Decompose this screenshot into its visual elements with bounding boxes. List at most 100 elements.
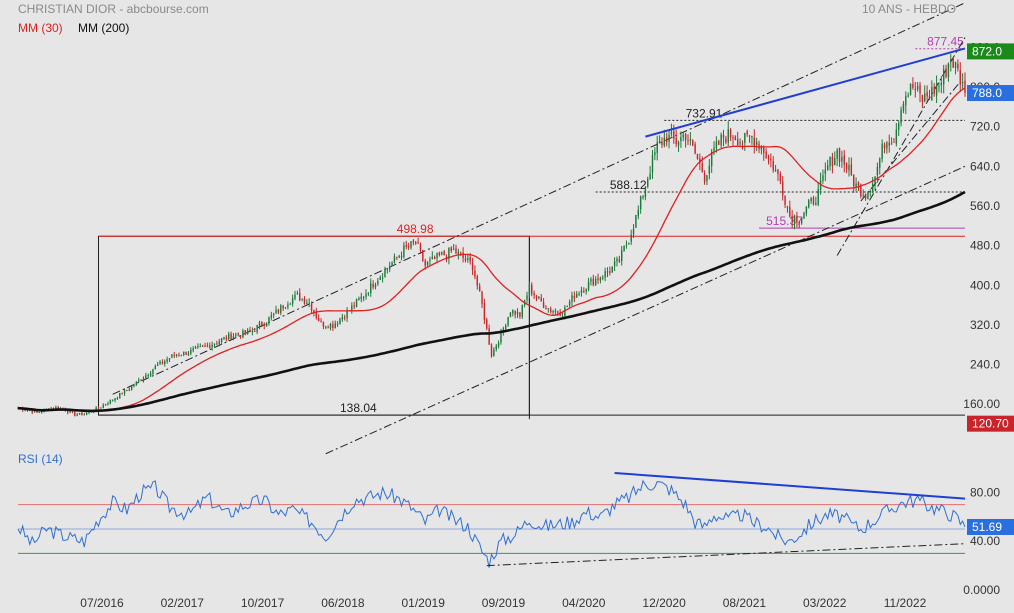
candle-body [857,182,860,186]
candle-body [386,268,389,270]
candle-body [282,305,284,309]
candle-body [791,216,793,223]
candle-body [720,134,722,146]
candle-body [329,323,332,329]
candle-body [33,410,36,413]
candle-body [296,293,299,295]
candle-body [727,129,729,143]
candle-body [879,158,881,169]
candle-body [100,407,102,409]
candle-body [436,253,438,259]
candle-body [275,309,277,313]
candle-body [441,252,443,255]
x-tick-label: 12/2020 [642,596,686,610]
candle-body [898,123,900,130]
candle-body [512,310,514,314]
ma30-line [17,87,966,412]
y-tick-label: 160.00 [963,397,1000,411]
candle-body [180,354,183,356]
candle-body [495,345,497,350]
candle-body [803,213,805,219]
x-tick-label: 07/2016 [80,596,124,610]
candle-body [609,271,611,274]
candle-body [656,142,658,153]
x-tick-label: 02/2017 [161,596,205,610]
candle-body [557,311,559,313]
rsi-support-line [486,543,966,567]
candle-body [116,397,119,399]
candle-body [109,399,112,404]
candle-body [145,375,147,378]
candle-body [954,62,957,68]
candle-body [950,58,952,62]
candle-body [628,242,630,245]
candle-body [83,414,85,416]
candle-body [377,280,379,284]
candle-body [166,359,168,362]
candle-body [886,142,888,149]
candle-body [916,86,919,90]
candle-body [552,311,554,313]
candle-body [384,269,386,278]
candle-body [192,348,194,351]
candle-body [815,203,817,206]
candle-body [654,152,656,156]
x-tick-label: 04/2020 [562,596,606,610]
candle-body [538,296,540,299]
candle-body [140,380,142,382]
candle-body [526,295,528,300]
candle-body [535,295,538,298]
candle-body [97,407,100,409]
candle-body [213,343,216,345]
candle-body [460,252,462,254]
candle-body [478,286,481,292]
candle-body [206,345,209,347]
candle-body [779,173,782,182]
candle-body [107,403,109,405]
candle-body [156,364,159,366]
candle-body [772,160,774,171]
candle-body [867,191,869,199]
candle-body [602,277,604,279]
y-tick-label: 720.0 [970,120,1000,134]
price-badge-label: 788.0 [972,86,1002,100]
candle-body [580,290,583,293]
candle-body [722,134,725,138]
candle-body [135,381,138,386]
candle-body [616,258,618,262]
candle-body [67,410,69,413]
candle-body [74,412,76,416]
y-tick-label: 320.0 [970,318,1000,332]
candle-body [407,246,410,248]
candle-body [822,175,824,181]
candle-body [687,140,689,142]
candle-body [344,317,346,319]
candle-body [365,293,367,297]
candle-body [81,412,83,416]
candle-body [808,200,810,208]
candle-body [952,57,954,68]
resistance-trendline [645,47,966,138]
candle-body [874,176,876,186]
candle-body [303,298,306,304]
candle-body [483,303,486,321]
level-label: 498.98 [397,222,434,236]
candle-body [431,256,434,260]
candle-body [322,321,325,327]
candle-body [216,343,218,345]
candle-body [573,295,576,299]
candle-body [412,240,415,243]
candle-body [692,140,694,146]
candle-body [753,137,756,147]
candle-body [566,305,568,307]
candle-body [104,404,107,406]
candle-body [398,255,400,258]
candle-body [635,215,637,228]
candle-body [834,158,836,166]
candle-body [457,251,460,255]
candle-body [689,139,692,141]
level-label: 138.04 [340,401,377,415]
candle-body [630,234,632,242]
candle-body [268,316,270,324]
